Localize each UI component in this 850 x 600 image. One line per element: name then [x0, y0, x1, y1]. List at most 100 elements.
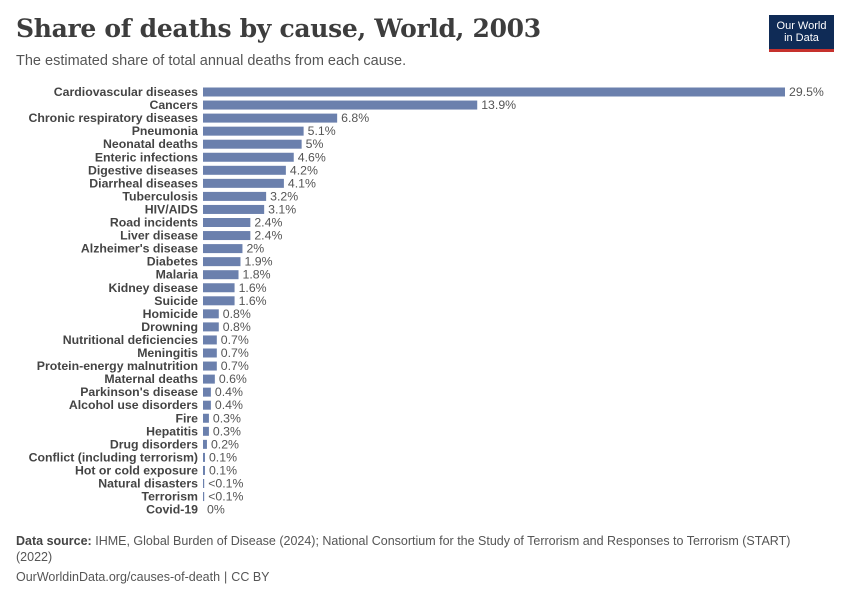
value-label: 5.1% [308, 124, 336, 138]
bar[interactable] [203, 492, 205, 502]
bar[interactable] [203, 413, 209, 423]
logo-accent-bar [769, 49, 834, 52]
bar[interactable] [203, 426, 209, 436]
value-label: 0.4% [215, 385, 243, 399]
bar[interactable] [203, 465, 205, 475]
chart-subtitle: The estimated share of total annual deat… [16, 53, 407, 69]
footer-url[interactable]: OurWorldinData.org/causes-of-death [16, 570, 221, 584]
bar[interactable] [203, 361, 217, 371]
bar[interactable] [203, 244, 243, 254]
value-label: 0.8% [223, 307, 251, 321]
bar[interactable] [203, 296, 235, 306]
value-label: 13.9% [481, 98, 516, 112]
category-label: Cancers [149, 98, 198, 112]
bar[interactable] [203, 178, 284, 188]
owid-logo[interactable]: Our World in Data [769, 15, 834, 52]
category-label: Cardiovascular diseases [54, 85, 198, 99]
value-label: <0.1% [208, 477, 243, 491]
footer-separator: | [224, 570, 228, 584]
data-source-text: IHME, Global Burden of Disease (2024); N… [16, 534, 791, 564]
value-label: 4.1% [288, 176, 316, 190]
category-label: Terrorism [142, 490, 199, 504]
bar[interactable] [203, 231, 251, 241]
value-label: 0.7% [221, 359, 249, 373]
bar-chart: Cardiovascular diseases 29.5% Cancers 13.9%… [29, 85, 824, 517]
bar[interactable] [203, 191, 267, 201]
footer: OurWorldinData.org/causes-of-death | CC BY [16, 570, 270, 584]
category-label: Nutritional deficiencies [63, 333, 198, 347]
value-label: 0% [207, 503, 225, 517]
bar[interactable] [203, 126, 304, 136]
category-label: Diarrheal diseases [89, 176, 198, 190]
bar[interactable] [203, 113, 338, 123]
category-label: Digestive diseases [88, 163, 198, 177]
category-label: Hepatitis [146, 424, 198, 438]
category-label: Tuberculosis [122, 189, 198, 203]
data-source: Data source: IHME, Global Burden of Dise… [16, 533, 816, 565]
category-label: Alcohol use disorders [69, 398, 198, 412]
category-label: Chronic respiratory diseases [29, 111, 199, 125]
bar[interactable] [203, 387, 211, 397]
bar[interactable] [203, 479, 205, 488]
value-label: 0.4% [215, 398, 243, 412]
logo-line-2: in Data [784, 32, 819, 44]
value-label: 0.6% [219, 372, 247, 386]
category-label: Hot or cold exposure [75, 463, 198, 477]
bar[interactable] [203, 165, 286, 175]
value-label: 0.1% [209, 450, 237, 464]
value-label: 1.6% [239, 281, 267, 295]
bar[interactable] [203, 218, 251, 227]
category-label: Parkinson's disease [80, 385, 198, 399]
chart-title: Share of deaths by cause, World, 2003 [16, 14, 541, 43]
bar[interactable] [203, 374, 215, 384]
bar[interactable] [203, 270, 239, 280]
value-label: 1.9% [244, 255, 272, 269]
bar[interactable] [203, 152, 294, 162]
value-label: 6.8% [341, 111, 369, 125]
bar[interactable] [203, 400, 211, 410]
value-label: <0.1% [208, 490, 243, 504]
bar[interactable] [203, 452, 205, 462]
category-label: Kidney disease [108, 281, 198, 295]
bar[interactable] [203, 257, 241, 267]
logo-line-1: Our World [776, 20, 827, 32]
category-label: HIV/AIDS [145, 202, 198, 216]
footer-license[interactable]: CC BY [231, 570, 270, 584]
bar[interactable] [203, 283, 235, 293]
value-label: 1.6% [239, 294, 267, 308]
bar[interactable] [203, 139, 302, 149]
value-label: 4.2% [290, 163, 318, 177]
value-label: 0.3% [213, 411, 241, 425]
value-label: 0.3% [213, 424, 241, 438]
category-label: Road incidents [110, 216, 198, 230]
bar[interactable] [203, 348, 217, 358]
category-label: Meningitis [137, 346, 198, 360]
value-label: 2.4% [254, 216, 282, 230]
category-label: Suicide [154, 294, 198, 308]
bar[interactable] [203, 309, 219, 319]
category-label: Homicide [143, 307, 199, 321]
bar[interactable] [203, 87, 785, 97]
category-label: Protein-energy malnutrition [37, 359, 198, 373]
category-label: Conflict (including terrorism) [29, 450, 198, 464]
value-label: 0.7% [221, 333, 249, 347]
category-label: Neonatal deaths [103, 137, 198, 151]
category-label: Drowning [141, 320, 198, 334]
bar[interactable] [203, 322, 219, 332]
value-label: 0.1% [209, 463, 237, 477]
category-label: Malaria [156, 268, 199, 282]
category-label: Natural disasters [98, 477, 198, 491]
bar[interactable] [203, 335, 217, 345]
value-label: 29.5% [789, 85, 824, 99]
bar[interactable] [203, 439, 207, 449]
value-label: 1.8% [243, 268, 271, 282]
category-label: Enteric infections [95, 150, 198, 164]
value-label: 4.6% [298, 150, 326, 164]
bar[interactable] [203, 204, 265, 214]
category-label: Alzheimer's disease [81, 242, 198, 256]
value-label: 0.7% [221, 346, 249, 360]
value-label: 0.8% [223, 320, 251, 334]
category-label: Diabetes [147, 255, 198, 269]
bar[interactable] [203, 100, 478, 110]
value-label: 0.2% [211, 437, 239, 451]
